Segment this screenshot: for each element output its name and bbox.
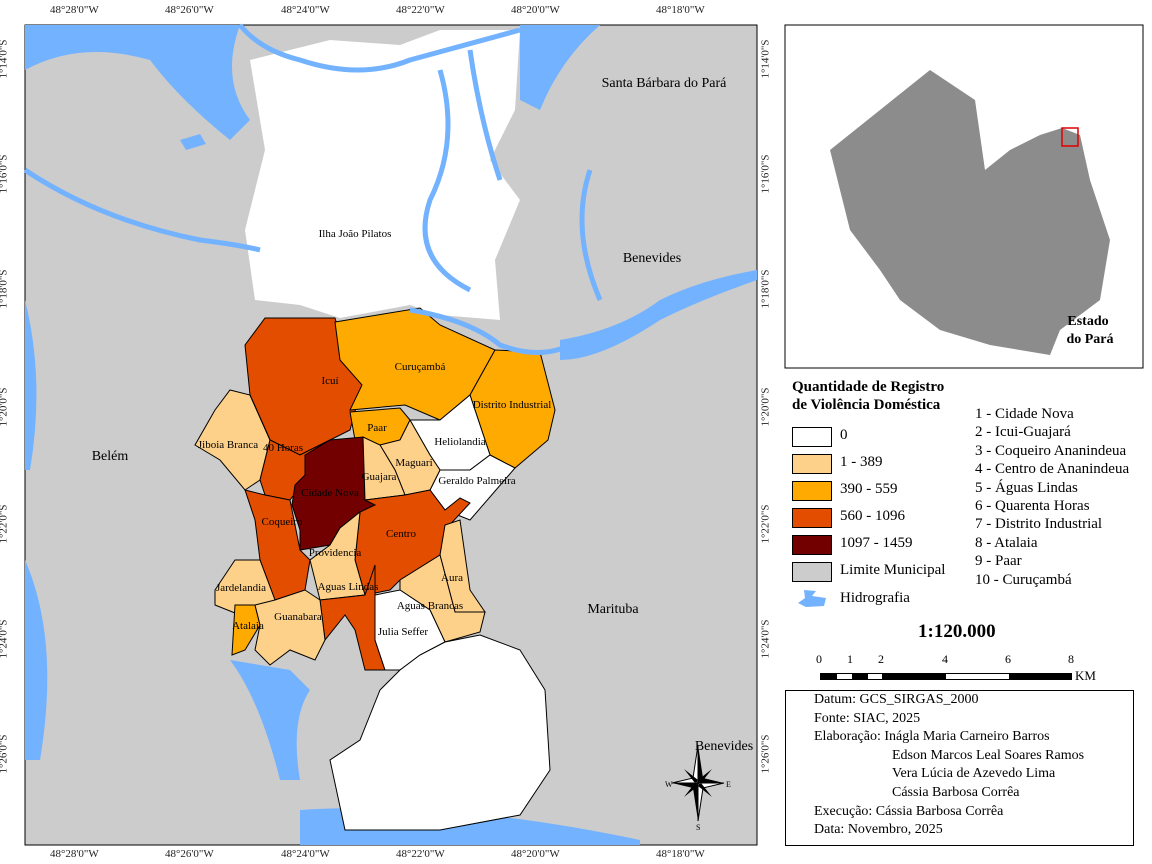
swatch-0: [792, 427, 832, 447]
label-atalaia: Atalaia: [232, 620, 264, 632]
swatch-5: [792, 562, 832, 582]
swatch-4: [792, 535, 832, 555]
compass-rose-icon: W E S: [665, 744, 731, 832]
label-guanabara: Guanabara: [274, 611, 322, 623]
label-coqueiro: Coqueiro: [262, 516, 303, 528]
scale-bar: [820, 673, 1072, 680]
svg-text:W: W: [665, 780, 673, 789]
area-aguas-lindas[interactable]: [319, 564, 386, 671]
label-maguari: Maguari: [395, 457, 432, 469]
label-aguas-lindas: Aguas Lindas: [318, 581, 379, 593]
area-guanabara[interactable]: [254, 589, 326, 666]
label-providencia: Providencia: [309, 547, 362, 559]
legend-title: Quantidade de Registro de Violência Domés…: [792, 379, 945, 413]
label-icui: Icuí: [321, 375, 338, 387]
label-cidade-nova: Cidade Nova: [301, 487, 359, 499]
label-belem: Belém: [92, 449, 129, 464]
label-jardelandia: Jardelandia: [216, 582, 266, 594]
para-state-shape: [830, 70, 1110, 355]
label-aura: Aura: [441, 572, 463, 584]
label-distrito-industrial: Distrito Industrial: [473, 399, 552, 411]
area-south[interactable]: [329, 634, 551, 831]
label-aguas-brancas: Aguas Brancas: [397, 600, 463, 612]
label-benevides-south: Benevides: [695, 739, 753, 754]
area-atalaia[interactable]: [231, 604, 261, 656]
label-guajara: Guajara: [362, 471, 397, 483]
credits-box: Datum: GCS_SIRGAS_2000 Fonte: SIAC, 2025…: [785, 690, 1134, 846]
swatch-3: [792, 508, 832, 528]
label-curucamba: Curuçambá: [395, 361, 446, 373]
inset-label-2: do Pará: [1066, 332, 1113, 347]
label-santa-barbara: Santa Bárbara do Pará: [602, 76, 728, 91]
municipality-labels: Santa Bárbara do Pará Benevides Belém Ma…: [92, 76, 753, 754]
area-ilha-joao-pilatos[interactable]: [245, 30, 520, 320]
label-benevides: Benevides: [623, 251, 681, 266]
inset-label: Estado: [1067, 314, 1108, 329]
label-marituba: Marituba: [587, 602, 639, 617]
svg-text:S: S: [696, 823, 700, 832]
numbered-list: 1 - Cidade Nova 2 - Icui-Guajará 3 - Coque…: [975, 406, 1130, 588]
area-coqueiro[interactable]: [244, 489, 311, 601]
label-julia-seffer: Julia Seffer: [378, 626, 429, 638]
rivers: [23, 23, 603, 355]
study-area-marker: [1061, 127, 1079, 147]
label-geraldo-palmeira: Geraldo Palmeira: [438, 475, 515, 487]
label-paar: Paar: [367, 422, 387, 434]
svg-text:E: E: [726, 780, 731, 789]
label-ilha-joao-pilatos: Ilha João Pilatos: [319, 228, 392, 240]
label-centro: Centro: [386, 528, 416, 540]
label-jiboia-branca: Jiboia Branca: [198, 439, 258, 451]
area-guajara[interactable]: [362, 436, 406, 501]
label-40-horas: 40 Horas: [263, 442, 303, 454]
swatch-2: [792, 481, 832, 501]
hydrography-icon: [798, 590, 826, 607]
neighborhood-labels: Ilha João Pilatos Icuí Curuçambá Distrit…: [198, 228, 551, 638]
scale-ratio: 1:120.000: [918, 621, 996, 642]
swatch-1: [792, 454, 832, 474]
area-providencia[interactable]: [309, 510, 366, 601]
label-heliolandia: Heliolandia: [434, 436, 485, 448]
